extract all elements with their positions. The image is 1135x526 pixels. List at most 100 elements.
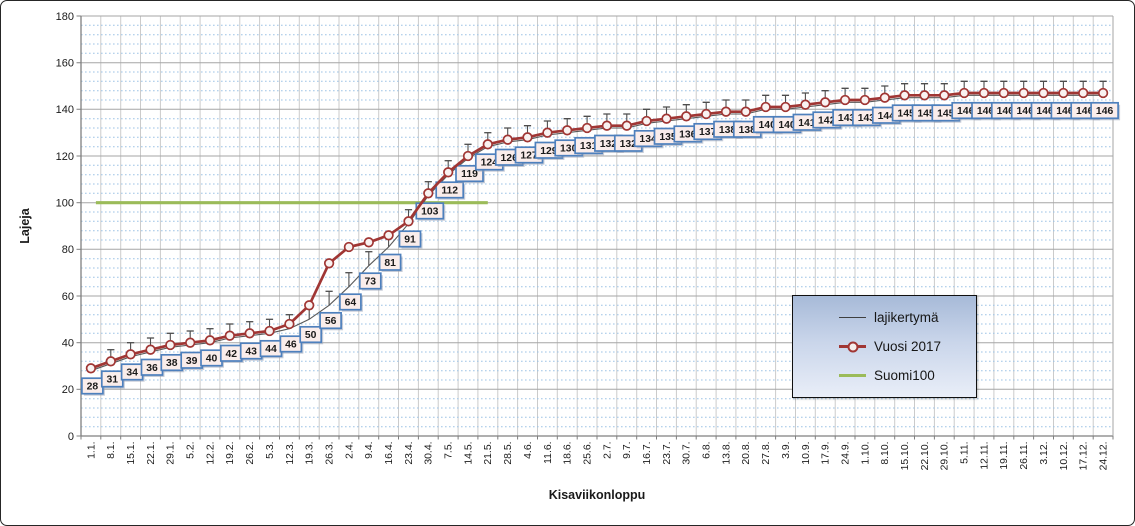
y-tick-label: 100 <box>56 198 74 210</box>
circle-marker <box>1038 87 1049 99</box>
circle-marker <box>859 94 871 106</box>
data-label-box <box>1090 101 1119 120</box>
data-label-value: 46 <box>285 340 297 351</box>
legend[interactable]: lajikertymä Vuosi 2017 Suomi100 <box>792 295 977 398</box>
x-tick-label: 20.8. <box>741 442 752 465</box>
y-tick-label: 0 <box>68 431 74 443</box>
data-label-value: 132 <box>620 139 638 150</box>
x-tick-labels: 1.1. 8.1. 15.1. 22.1. 29.1. 5.2. 12.2. 19.2. 26.… <box>86 442 1109 471</box>
x-tick-label: 1.10. <box>860 442 871 465</box>
circle-marker <box>661 113 672 124</box>
data-label-value: 145 <box>937 109 955 120</box>
x-tick-label: 29.1. <box>166 442 177 465</box>
circle-marker <box>601 120 613 131</box>
circle-marker <box>581 122 593 134</box>
x-tick-label: 3.9. <box>781 442 792 459</box>
series-lajikertyma-line <box>90 94 1104 372</box>
x-tick-label: 16.7. <box>642 442 653 465</box>
data-label-value: 112 <box>441 186 458 197</box>
data-labels: 28 31 34 36 38 39 40 42 43 44 46 50 56 64 73 81 91 103112… <box>81 101 1121 396</box>
y-tick-labels: 0 20 40 60 80 100 120 140 160 180 <box>56 11 74 443</box>
data-label-value: 126 <box>501 153 519 164</box>
circle-marker <box>720 106 732 117</box>
circle-marker <box>323 258 335 269</box>
data-label-value: 145 <box>897 109 915 120</box>
circle-marker <box>621 120 632 131</box>
data-label-box <box>435 181 465 199</box>
x-tick-label: 30.4. <box>424 442 435 465</box>
data-label-value: 119 <box>461 169 478 180</box>
legend-item-vuosi-2017: Vuosi 2017 <box>839 339 972 354</box>
y-tick-label: 160 <box>56 58 74 70</box>
data-label-value: 146 <box>1096 106 1114 117</box>
circle-marker <box>224 330 235 341</box>
data-label-value: 43 <box>245 347 257 358</box>
circle-marker <box>939 90 950 101</box>
data-label-value: 142 <box>818 116 836 127</box>
x-tick-label: 22.10. <box>920 442 931 471</box>
legend-item-lajikertyma: lajikertymä <box>839 310 972 325</box>
x-tick-label: 23.7. <box>662 442 673 465</box>
circle-marker <box>244 328 255 339</box>
y-tick-label: 20 <box>62 384 74 396</box>
circle-marker <box>820 97 831 108</box>
circle-marker <box>125 349 136 360</box>
data-label-box <box>398 230 422 248</box>
data-label-value: 143 <box>838 113 856 124</box>
circle-marker <box>502 134 513 145</box>
data-label-value: 140 <box>778 120 796 131</box>
circle-marker <box>978 87 990 99</box>
circle-marker <box>522 132 533 143</box>
x-tick-label: 1.1. <box>86 442 97 459</box>
vuosi-2017-line-sample-icon <box>839 341 866 352</box>
x-tick-label: 8.1. <box>106 442 117 459</box>
x-tick-label: 27.8. <box>761 442 772 465</box>
data-label-value: 124 <box>481 158 499 169</box>
x-tick-label: 25.6. <box>583 442 594 465</box>
circle-marker <box>383 230 394 241</box>
data-label-value: 146 <box>997 106 1015 117</box>
data-label-value: 146 <box>977 106 995 117</box>
data-label-value: 146 <box>1017 106 1035 117</box>
data-label-value: 81 <box>384 258 396 269</box>
data-label-value: 39 <box>186 356 198 367</box>
data-label-value: 34 <box>126 368 138 379</box>
suomi100-line-sample-icon <box>839 373 866 378</box>
x-tick-label: 23.4. <box>404 442 415 465</box>
circle-marker <box>1058 87 1069 99</box>
series-vuosi-2017-markers <box>85 87 1109 374</box>
circle-marker <box>879 92 890 103</box>
x-tick-label: 16.4. <box>384 442 395 465</box>
x-tick-label: 24.12. <box>1099 442 1110 471</box>
y-tick-label: 120 <box>56 151 74 163</box>
x-tick-label: 12.3. <box>285 442 296 465</box>
x-tick-label: 26.3. <box>325 442 336 465</box>
data-label-value: 134 <box>639 134 657 145</box>
x-tick-label: 2.7. <box>602 442 613 459</box>
x-tick-label: 14.5. <box>463 442 474 465</box>
circle-marker <box>403 216 414 227</box>
data-label-value: 50 <box>305 330 317 341</box>
x-tick-label: 24.9. <box>841 442 852 465</box>
data-label-value: 38 <box>166 358 178 369</box>
circle-marker <box>1097 87 1109 99</box>
circle-marker <box>482 139 493 150</box>
x-tick-label: 15.10. <box>900 442 911 471</box>
data-label-value: 136 <box>679 130 697 141</box>
x-tick-label: 17.12. <box>1079 442 1090 471</box>
circle-marker <box>105 356 116 367</box>
x-tick-label: 28.5. <box>503 442 514 465</box>
legend-item-suomi100: Suomi100 <box>839 368 972 383</box>
circle-marker-icon <box>847 341 858 352</box>
x-tick-label: 5.3. <box>265 442 276 459</box>
x-tick-label: 5.2. <box>186 442 197 459</box>
x-tick-label: 8.10. <box>880 442 891 465</box>
circle-marker <box>800 99 811 110</box>
circle-marker <box>899 90 910 101</box>
circle-marker <box>264 325 275 337</box>
lajikertyma-line-sample-icon <box>839 317 866 318</box>
data-label-value: 144 <box>878 111 896 122</box>
circle-marker <box>462 150 474 162</box>
data-label-value: 130 <box>560 144 578 155</box>
